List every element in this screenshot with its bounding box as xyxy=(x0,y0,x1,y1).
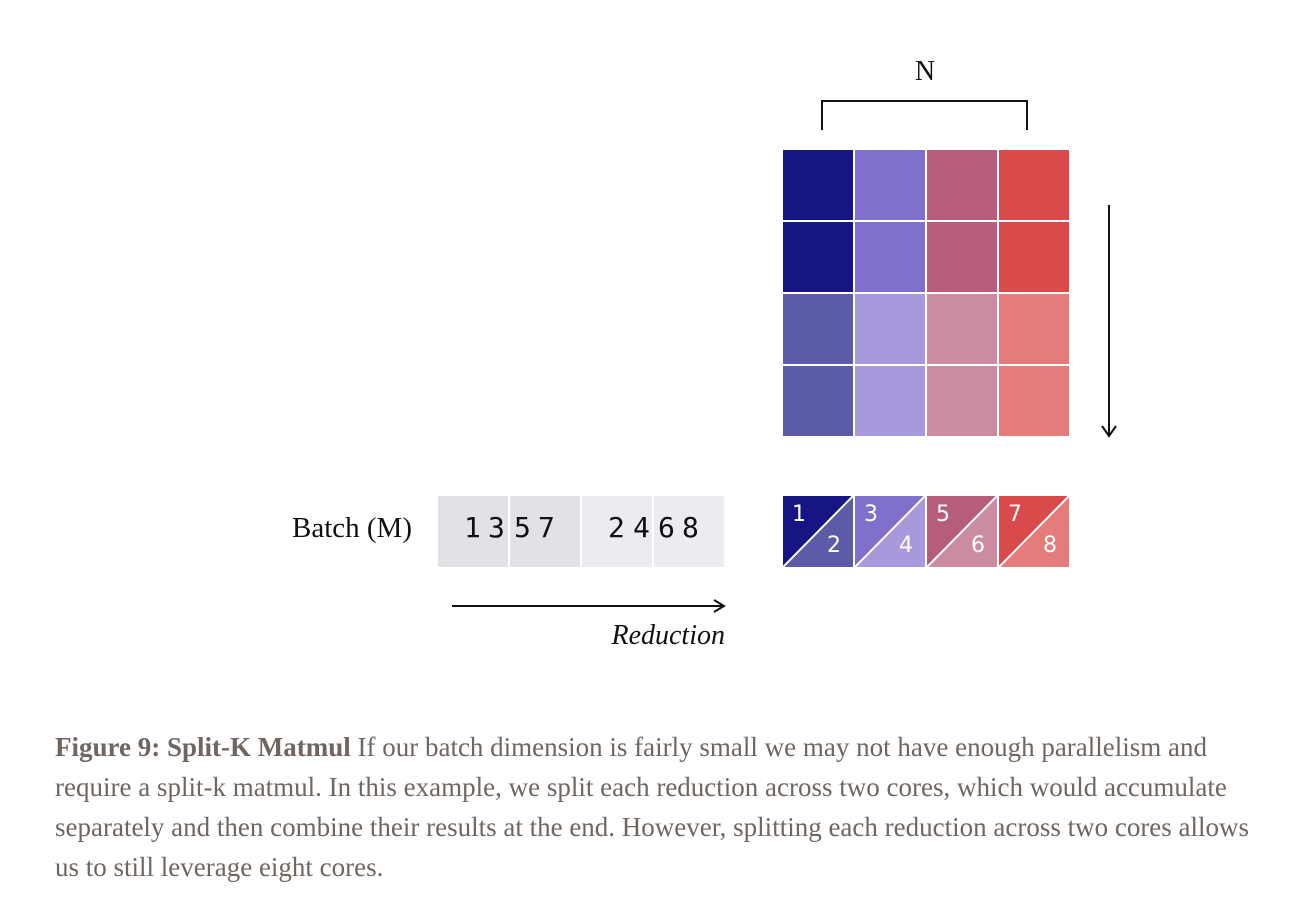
output-cell-top-number: 5 xyxy=(936,502,950,527)
weight-cell xyxy=(927,150,997,220)
caption-text: If our batch dimension is fairly small w… xyxy=(55,732,1250,882)
batch-digit: 5 xyxy=(514,511,535,544)
batch-digit: 6 xyxy=(658,511,679,544)
batch-label: Batch (M) xyxy=(292,512,412,544)
output-cell-diagonal xyxy=(927,496,997,567)
batch-digit: 4 xyxy=(633,511,654,544)
output-cell-bottom-number: 6 xyxy=(971,533,985,558)
weight-cell xyxy=(855,222,925,292)
weight-cell xyxy=(855,150,925,220)
n-dimension-label: N xyxy=(914,56,936,87)
output-cell-diagonal xyxy=(855,496,925,567)
reduction-arrow-line xyxy=(452,605,724,607)
down-arrow-head-icon xyxy=(1101,425,1117,438)
weight-matrix-grid xyxy=(783,150,1071,438)
weight-cell xyxy=(999,366,1069,436)
weight-cell xyxy=(999,222,1069,292)
figure-caption: Figure 9: Split-K Matmul If our batch di… xyxy=(55,727,1270,887)
weight-cell xyxy=(783,150,853,220)
batch-digit: 3 xyxy=(488,511,509,544)
batch-group-2-divider xyxy=(652,496,654,567)
weight-cell xyxy=(927,294,997,364)
batch-digit: 8 xyxy=(682,511,703,544)
weight-cell xyxy=(783,294,853,364)
output-cell-bottom-number: 8 xyxy=(1043,533,1057,558)
weight-cell xyxy=(783,366,853,436)
output-cell-top-number: 1 xyxy=(792,502,806,527)
output-cell-top-number: 7 xyxy=(1008,502,1022,527)
weight-cell xyxy=(999,294,1069,364)
batch-digit: 2 xyxy=(608,511,629,544)
caption-label: Figure 9: Split-K Matmul xyxy=(55,732,351,762)
weight-cell xyxy=(855,294,925,364)
batch-digit: 1 xyxy=(464,511,485,544)
weight-cell xyxy=(855,366,925,436)
output-cell-diagonal xyxy=(999,496,1069,567)
n-bracket xyxy=(821,100,1028,130)
output-cell-bottom-number: 4 xyxy=(899,533,913,558)
down-arrow-line xyxy=(1108,205,1110,436)
reduction-label: Reduction xyxy=(611,620,725,651)
right-arrow-head-icon xyxy=(713,599,726,613)
batch-digit: 7 xyxy=(538,511,559,544)
output-cell-top-number: 3 xyxy=(864,502,878,527)
batch-group-1-divider xyxy=(508,496,510,567)
weight-cell xyxy=(927,366,997,436)
weight-cell xyxy=(999,150,1069,220)
output-cell-bottom-number: 2 xyxy=(827,533,841,558)
weight-cell xyxy=(783,222,853,292)
weight-cell xyxy=(927,222,997,292)
output-cell-diagonal xyxy=(783,496,853,567)
